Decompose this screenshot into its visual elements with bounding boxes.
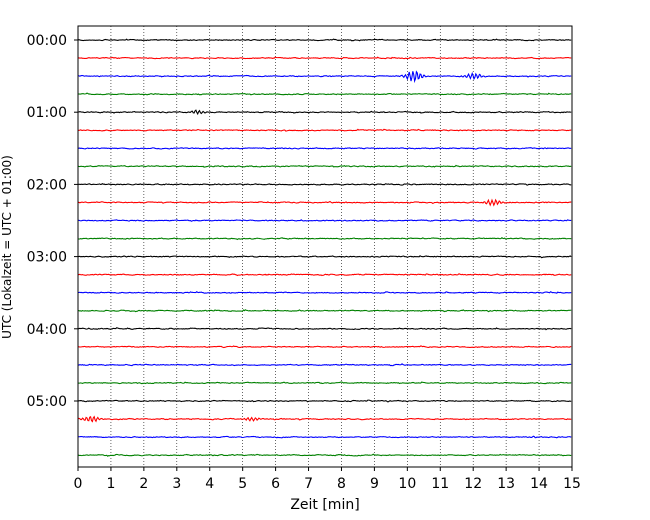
x-tick-label-9: 9	[370, 476, 379, 492]
trace-5	[77, 128, 572, 132]
trace-0	[77, 38, 572, 42]
trace-9	[77, 198, 572, 207]
y-tick-label-1: 01:00	[27, 105, 67, 121]
x-tick-label-8: 8	[337, 476, 346, 492]
y-tick-label-0: 00:00	[27, 33, 67, 49]
y-axis: 00:00 01:00 02:00 03:00 04:00 05:00	[27, 33, 78, 410]
trace-6	[77, 147, 572, 150]
x-tick-label-6: 6	[271, 476, 280, 492]
trace-13	[77, 273, 572, 277]
trace-15	[77, 309, 572, 313]
trace-1	[77, 56, 572, 60]
y-tick-label-3: 03:00	[27, 250, 67, 266]
trace-19	[77, 381, 572, 385]
seismogram-traces	[77, 38, 572, 457]
y-axis-label: UTC (Lokalzeit = UTC + 01:00)	[0, 155, 14, 339]
x-axis: 0 1 2 3 4 5 6 7 8 9 10 11 12 13 14 15	[74, 467, 581, 492]
trace-20	[77, 399, 572, 403]
x-tick-label-10: 10	[398, 476, 416, 492]
x-tick-label-13: 13	[497, 476, 515, 492]
trace-22	[77, 435, 572, 439]
y-tick-label-2: 02:00	[27, 177, 67, 193]
x-tick-label-14: 14	[530, 476, 548, 492]
x-tick-label-12: 12	[464, 476, 482, 492]
trace-3	[77, 92, 572, 96]
x-tick-label-1: 1	[106, 476, 115, 492]
y-tick-label-5: 05:00	[27, 394, 67, 410]
x-tick-label-0: 0	[74, 476, 83, 492]
trace-7	[77, 164, 572, 168]
trace-8	[77, 183, 572, 186]
trace-23	[77, 453, 572, 457]
trace-17	[77, 345, 572, 349]
x-tick-label-3: 3	[172, 476, 181, 492]
trace-14	[77, 291, 572, 294]
x-tick-label-11: 11	[431, 476, 449, 492]
trace-18	[77, 363, 572, 367]
trace-21	[77, 415, 572, 423]
trace-10	[77, 219, 572, 222]
trace-12	[77, 255, 572, 259]
plot-area-frame	[77, 25, 573, 468]
x-tick-label-7: 7	[304, 476, 313, 492]
trace-2	[77, 70, 572, 84]
x-tick-label-15: 15	[563, 476, 581, 492]
x-tick-label-2: 2	[139, 476, 148, 492]
trace-11	[77, 236, 572, 241]
y-tick-label-4: 04:00	[27, 322, 67, 338]
x-tick-label-5: 5	[238, 476, 247, 492]
x-tick-label-4: 4	[205, 476, 214, 492]
x-axis-label: Zeit [min]	[290, 497, 359, 513]
trace-4	[77, 109, 572, 116]
trace-16	[77, 327, 572, 331]
